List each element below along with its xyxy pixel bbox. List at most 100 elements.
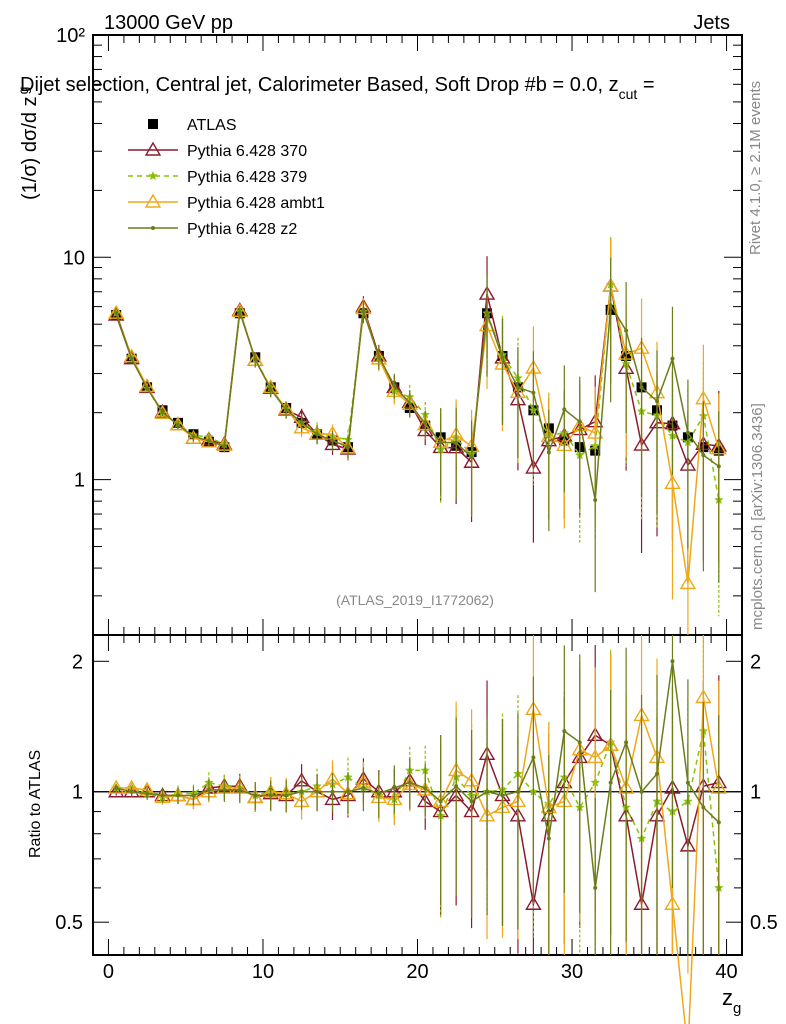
series-line <box>115 302 720 501</box>
ratio-point <box>454 784 459 789</box>
data-point <box>376 354 381 359</box>
ratio-point <box>608 780 613 785</box>
series-atlas <box>111 304 724 458</box>
data-point <box>107 306 125 321</box>
data-point <box>330 438 335 443</box>
ratio-point <box>392 786 397 791</box>
legend-label: Pythia 6.428 z2 <box>187 221 297 238</box>
data-point <box>200 433 218 448</box>
ratio-point <box>701 805 706 810</box>
data-point <box>123 350 140 365</box>
ratio-point <box>670 659 675 664</box>
data-point <box>624 328 629 333</box>
ratio-tick-label: 0.5 <box>55 912 83 934</box>
data-point <box>114 311 119 316</box>
ratio-tick-label: 2 <box>750 651 761 673</box>
data-point <box>145 386 150 391</box>
legend-label: ATLAS <box>187 117 237 134</box>
ratio-point <box>485 789 490 794</box>
series-line <box>115 284 720 501</box>
data-point <box>670 356 675 361</box>
ratio-point <box>160 793 165 798</box>
data-point <box>222 444 227 449</box>
ratio-point <box>361 786 366 791</box>
ratio-tick-label: 2 <box>72 651 83 673</box>
data-point <box>361 309 366 314</box>
legend-marker <box>148 171 158 180</box>
ratio-point <box>469 799 474 804</box>
legend-item: Pythia 6.428 z2 <box>128 221 297 238</box>
data-point <box>500 355 505 360</box>
ratio-point <box>577 740 582 745</box>
ratio-point <box>107 779 125 794</box>
ratio-point <box>500 793 505 798</box>
ratio-point <box>624 740 629 745</box>
legend-item: Pythia 6.428 379 <box>128 169 307 186</box>
axis-ticks: 0 10 20 30 40 1 10 10² 0.5 0.5 1 1 2 2 <box>55 25 778 983</box>
data-point <box>655 399 660 404</box>
legend-label: Pythia 6.428 370 <box>187 143 307 160</box>
legend-marker <box>144 193 162 208</box>
data-point <box>191 434 196 439</box>
legend-marker <box>151 226 155 230</box>
data-point <box>664 474 681 490</box>
data-point <box>593 497 598 502</box>
ratio-point <box>345 789 350 794</box>
data-point <box>608 303 613 308</box>
ratio-tick-label: 0.5 <box>750 912 778 934</box>
ratio-point <box>562 729 567 734</box>
ratio-point <box>330 789 335 794</box>
data-point <box>253 357 258 362</box>
data-point <box>268 387 273 392</box>
data-point <box>123 348 140 363</box>
series-p379 <box>111 237 724 617</box>
data-point <box>129 356 134 361</box>
ratio-tick-label: 1 <box>72 782 83 804</box>
ratio-point <box>407 780 412 785</box>
data-point <box>169 416 187 431</box>
y-axis-label: (1/σ) dσ/d zg <box>15 87 41 200</box>
energy-label: 13000 GeV pp <box>104 12 233 34</box>
data-point <box>685 430 690 435</box>
legend-marker <box>148 119 158 129</box>
ratio-point <box>114 786 119 791</box>
subtitle-subscript: cut <box>619 86 638 102</box>
ratio-point <box>299 789 304 794</box>
legend-label: Pythia 6.428 ambt1 <box>187 195 325 212</box>
subtitle-tail: = <box>637 74 654 96</box>
data-point <box>299 420 304 425</box>
ratio-point <box>515 789 520 794</box>
data-point <box>485 311 490 316</box>
y-tick-label: 10 <box>63 247 85 269</box>
data-point <box>639 385 644 390</box>
data-point <box>107 304 125 319</box>
data-point <box>586 424 604 439</box>
data-point <box>716 464 721 469</box>
data-series <box>107 237 728 635</box>
ratio-point <box>525 895 542 910</box>
data-point <box>679 575 697 590</box>
ratio-line <box>116 734 719 905</box>
ratio-line <box>116 730 720 888</box>
ratio-point <box>546 836 551 841</box>
ratio-point <box>685 780 690 785</box>
ratio-point <box>175 793 180 798</box>
ratio-point <box>284 793 289 798</box>
mcplots-label: mcplots.cern.ch [arXiv:1306.3436] <box>749 403 766 630</box>
y-tick-label: 10² <box>56 25 85 47</box>
ratio-tick-label: 1 <box>750 782 761 804</box>
legend-item: ATLAS <box>148 117 237 134</box>
rivet-label: Rivet 4.1.0, ≥ 2.1M events <box>747 81 764 255</box>
x-tick-label: 0 <box>103 961 114 983</box>
x-tick-label: 40 <box>715 961 737 983</box>
ratio-point <box>268 793 273 798</box>
data-point <box>237 310 242 315</box>
legend-item: Pythia 6.428 370 <box>128 141 307 160</box>
data-point <box>525 459 542 474</box>
ratio-point <box>655 771 660 776</box>
subtitle-main: Dijet selection, Central jet, Calorimete… <box>20 74 619 96</box>
ratio-point <box>237 787 242 792</box>
legend-marker <box>144 141 162 156</box>
analysis-watermark: (ATLAS_2019_I1772062) <box>336 592 494 608</box>
